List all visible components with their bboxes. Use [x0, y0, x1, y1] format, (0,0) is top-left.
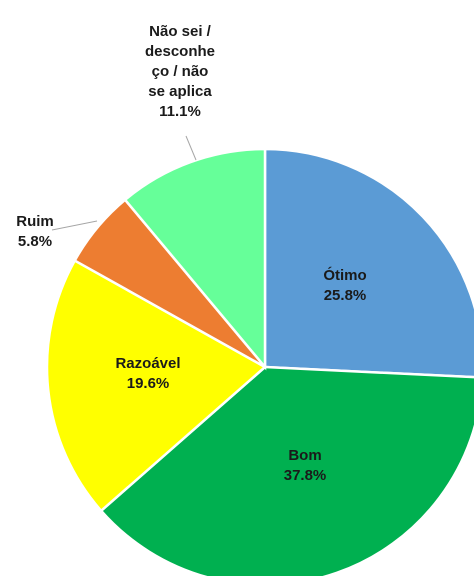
data-label: Ruim 5.8% [16, 212, 54, 252]
value-label: 5.8% [17, 233, 53, 250]
category-label: Ruim [16, 213, 54, 230]
pie-slice [263, 147, 474, 379]
data-label: Não sei / desconhe ço / não se aplica 11.… [145, 22, 215, 122]
value-label: 11.1% [159, 103, 201, 120]
category-label: Não sei / desconhe ço / não se aplica [144, 23, 216, 100]
pie-slice [45, 258, 268, 513]
data-label: Ótimo 25.8% [323, 266, 366, 306]
category-label: Razoável [115, 355, 181, 372]
value-label: 19.6% [126, 375, 170, 392]
data-label: Bom 37.8% [284, 446, 327, 486]
leader-line [185, 135, 197, 161]
value-label: 37.8% [283, 467, 327, 484]
category-label: Ótimo [323, 267, 367, 284]
value-label: 25.8% [323, 287, 367, 304]
category-label: Bom [288, 447, 322, 464]
data-label: Razoável 19.6% [115, 354, 180, 394]
pie-slice [99, 365, 474, 576]
leader-line [51, 220, 98, 231]
pie-slice [123, 147, 267, 371]
